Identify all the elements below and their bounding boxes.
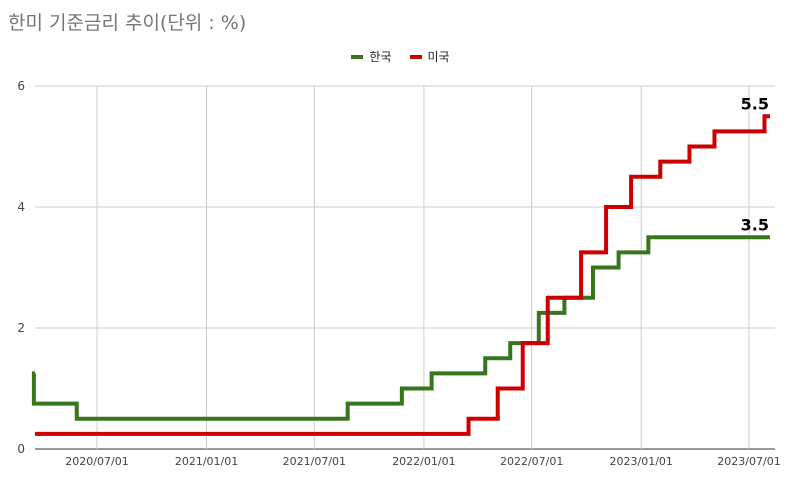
legend-item-usa[interactable]: 미국 bbox=[409, 48, 450, 65]
series-line-korea[interactable] bbox=[31, 235, 770, 421]
series-line-usa[interactable] bbox=[35, 114, 770, 436]
legend-swatch-usa bbox=[409, 54, 422, 59]
x-tick-label: 2022/01/01 bbox=[392, 455, 455, 468]
x-tick-label: 2021/07/01 bbox=[283, 455, 346, 468]
legend-label-usa: 미국 bbox=[427, 50, 450, 64]
legend-item-korea[interactable]: 한국 bbox=[351, 48, 392, 65]
legend-label-korea: 한국 bbox=[369, 50, 392, 64]
y-tick-label: 0 bbox=[17, 442, 25, 456]
end-label-usa: 5.5 bbox=[741, 94, 769, 113]
x-tick-label: 2023/01/01 bbox=[610, 455, 673, 468]
x-tick-label: 2022/07/01 bbox=[500, 455, 563, 468]
y-tick-label: 2 bbox=[17, 321, 25, 335]
y-tick-label: 4 bbox=[17, 200, 25, 214]
legend-swatch-korea bbox=[351, 54, 364, 59]
x-tick-label: 2023/07/01 bbox=[717, 455, 780, 468]
end-label-korea: 3.5 bbox=[741, 215, 769, 234]
x-tick-label: 2021/01/01 bbox=[175, 455, 238, 468]
y-tick-label: 6 bbox=[17, 79, 25, 93]
chart-title: 한미 기준금리 추이(단위 : %) bbox=[8, 12, 247, 34]
x-tick-label: 2020/07/01 bbox=[65, 455, 128, 468]
chart-legend: 한국 미국 bbox=[0, 48, 801, 65]
